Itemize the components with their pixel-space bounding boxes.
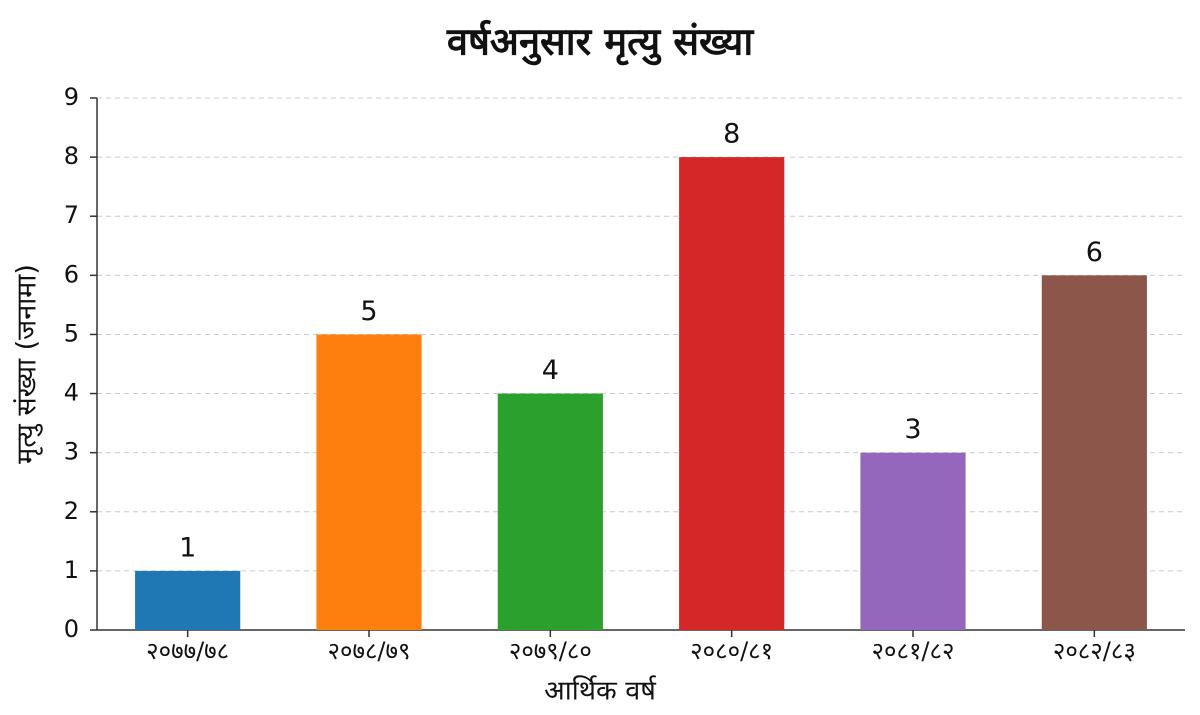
x-tick-label: २०८१/८२ [872, 637, 955, 665]
bar [679, 157, 785, 630]
bar [1041, 275, 1147, 630]
y-axis-label: मृत्यु संख्या (जनामा) [12, 264, 44, 464]
chart-title: वर्षअनुसार मृत्यु संख्या [446, 20, 754, 66]
x-tick-label: २०७७/७८ [146, 637, 229, 665]
y-tick-label: 9 [64, 83, 79, 111]
data-label: 8 [723, 119, 740, 150]
y-tick-label: 0 [64, 615, 79, 643]
data-label: 3 [904, 414, 921, 445]
y-tick-label: 6 [64, 260, 79, 288]
x-tick-label: २०७८/७९ [328, 637, 411, 665]
y-tick-label: 8 [64, 142, 79, 170]
data-label: 1 [179, 532, 196, 563]
bar [860, 452, 966, 630]
x-tick-label: २०८०/८१ [690, 637, 773, 665]
y-tick-label: 7 [64, 201, 79, 229]
data-label: 6 [1086, 237, 1103, 268]
x-tick-label: २०७९/८० [509, 637, 592, 665]
bar [497, 393, 603, 630]
y-tick-label: 1 [64, 556, 79, 584]
x-tick-label: २०८२/८३ [1053, 637, 1136, 665]
x-axis-label: आर्थिक वर्ष [544, 675, 657, 707]
bar [135, 570, 241, 630]
y-tick-label: 5 [64, 319, 79, 347]
data-label: 5 [360, 296, 377, 327]
bar [316, 334, 422, 630]
data-label: 4 [542, 355, 559, 386]
y-tick-label: 4 [64, 379, 79, 407]
y-tick-label: 3 [64, 438, 79, 466]
y-tick-label: 2 [64, 497, 79, 525]
